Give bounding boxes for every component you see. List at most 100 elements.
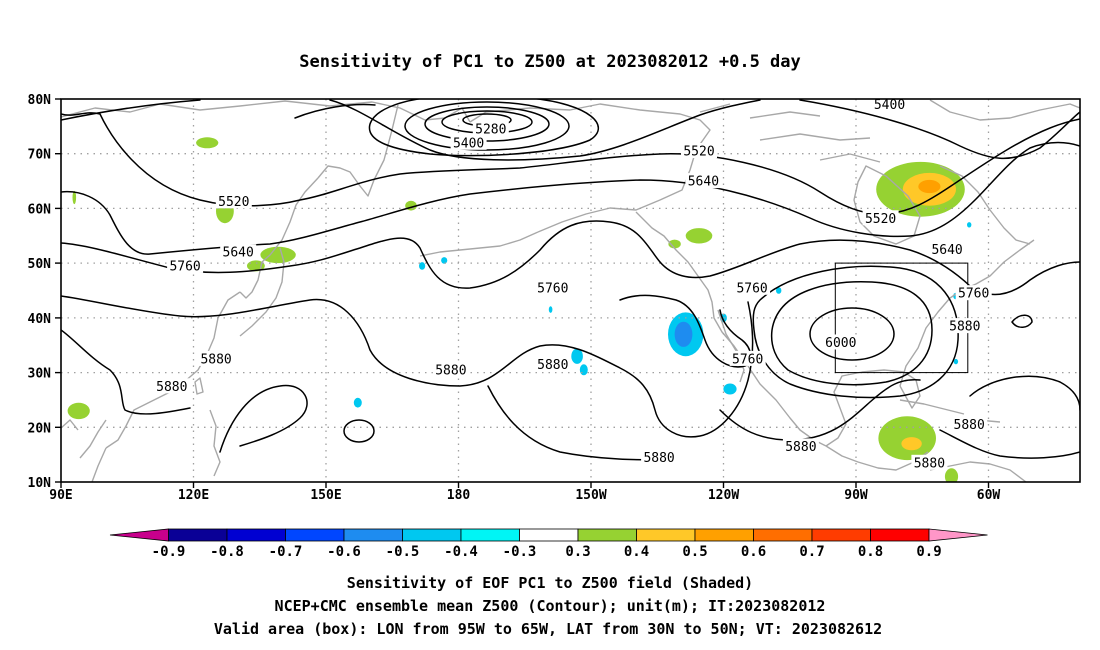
colorbar-swatch-6: [519, 528, 579, 542]
contour-5760-ring: [752, 265, 959, 399]
shade-patch-14: [944, 468, 959, 482]
contour-label-0: 5280: [475, 123, 506, 138]
lon-label-90e: 90E: [49, 488, 72, 503]
contour-label-bg-10: [534, 279, 571, 295]
contour-6000-ring: [809, 307, 895, 361]
colorbar-swatch-12: [870, 528, 930, 542]
contour-label-1: 5400: [453, 136, 484, 151]
lon-label-150w: 150W: [575, 488, 606, 503]
lon-label-180: 180: [447, 488, 471, 503]
shade-patch-16: [674, 321, 693, 347]
contour-5520-north: [61, 112, 1080, 215]
shade-patch-20: [419, 262, 426, 270]
colorbar-arrow-high: [928, 528, 988, 542]
lon-label-150e: 150E: [310, 488, 341, 503]
shade-patch-11: [67, 402, 90, 420]
contour-label-16: 5880: [435, 363, 466, 378]
contour-label-bg-5: [862, 210, 899, 226]
contour-label-9: 5760: [169, 259, 200, 274]
colorbar-label-4: -0.5: [386, 544, 420, 560]
contour-label-7: 5640: [688, 175, 719, 190]
contour-5880-4: [487, 385, 671, 461]
contour-label-bg-21: [951, 416, 988, 432]
coast-labrador: [939, 165, 1031, 245]
contour-label-17: 5880: [537, 358, 568, 373]
lon-label-120e: 120E: [178, 488, 209, 503]
colorbar-swatch-3: [343, 528, 403, 542]
contour-label-bg-23: [822, 334, 859, 350]
shade-patch-3: [260, 246, 296, 264]
coast-siberia: [61, 100, 471, 123]
contour-label-bg-3: [215, 193, 252, 209]
contour-5400-main: [329, 99, 761, 161]
contour-label-bg-16: [432, 361, 469, 377]
contour-low-ring-5: [368, 99, 600, 157]
contour-label-bg-11: [734, 279, 771, 295]
shade-patch-1: [196, 137, 219, 149]
colorbar-swatch-9: [694, 528, 754, 542]
lat-label-40n: 40N: [28, 312, 52, 327]
shade-patch-19: [441, 257, 448, 264]
coast-japan: [239, 247, 285, 337]
colorbar-swatch-11: [811, 528, 871, 542]
contour-5400-west: [61, 99, 376, 121]
contour-5880-3: [219, 384, 308, 453]
valid-area-box: [834, 262, 969, 374]
colorbar-arrow-low: [109, 528, 169, 542]
lat-label-30n: 30N: [28, 367, 52, 382]
colorbar-swatch-0: [168, 528, 228, 542]
contour-label-11: 5760: [736, 281, 767, 296]
contour-low-ring-4: [404, 101, 570, 151]
lon-label-90w: 90W: [844, 488, 868, 503]
map-area: 5280540054005520552055205640564056405760…: [28, 93, 1081, 503]
caption-line-3: Valid area (box): LON from 95W to 65W, L…: [214, 620, 882, 638]
lat-label-70n: 70N: [28, 148, 52, 163]
caption: Sensitivity of EOF PC1 to Z500 field (Sh…: [214, 574, 882, 638]
contour-label-bg-18: [641, 449, 678, 465]
contour-label-bg-8: [929, 241, 966, 257]
coast-arctic-islands: [699, 103, 881, 163]
shade-patch-27: [953, 358, 959, 365]
colorbar-label-8: 0.4: [624, 544, 649, 560]
contour-label-19: 5880: [785, 440, 816, 455]
lat-label-20n: 20N: [28, 421, 52, 436]
coast-korea: [239, 261, 263, 299]
colorbar-label-7: 0.3: [565, 544, 590, 560]
colorbar-label-1: -0.8: [210, 544, 244, 560]
contour-label-bg-4: [681, 143, 717, 158]
colorbar-swatch-1: [226, 528, 286, 542]
contour-label-5: 5520: [865, 212, 896, 227]
contour-5400-east: [799, 99, 1080, 159]
contour-low-ring-3: [424, 106, 550, 142]
contour-label-12: 5760: [732, 352, 763, 367]
colorbar-label-9: 0.5: [682, 544, 707, 560]
axis-ticks: [55, 98, 990, 488]
colorbar-swatch-8: [636, 528, 696, 542]
contour-label-bg-6: [220, 244, 257, 260]
contour-label-23: 6000: [825, 336, 856, 351]
coast-hudson-bay: [853, 165, 921, 245]
latitude-labels: 80N 70N 60N 50N 40N 30N 20N 10N: [28, 93, 52, 491]
colorbar-label-6: -0.3: [503, 544, 537, 560]
contour-5760-west: [61, 220, 1080, 296]
shade-patch-17: [571, 348, 583, 364]
colorbar-swatch-5: [460, 528, 520, 542]
colorbar-swatch-4: [402, 528, 462, 542]
contour-label-bg-14: [153, 378, 190, 394]
lat-label-60n: 60N: [28, 202, 52, 217]
contour-label-3: 5520: [218, 195, 249, 210]
chart-title: Sensitivity of PC1 to Z500 at 2023082012…: [299, 52, 801, 72]
coast-philippines: [209, 409, 221, 477]
contour-label-bg-12: [729, 350, 766, 366]
colorbar-label-10: 0.6: [741, 544, 766, 560]
contour-5880-1: [61, 295, 754, 438]
contour-label-bg-20: [946, 318, 983, 334]
longitude-labels: 90E 120E 150E 180 150W 120W 90W 60W: [49, 488, 1000, 503]
coast-taiwan: [194, 377, 204, 395]
lat-label-80n: 80N: [28, 93, 52, 108]
caption-line-1: Sensitivity of EOF PC1 to Z500 field (Sh…: [347, 574, 753, 592]
contour-label-bg-13: [955, 285, 992, 301]
shade-patch-7: [668, 239, 681, 249]
contour-label-22: 5880: [914, 456, 945, 471]
contour-5760-trough: [619, 294, 752, 368]
